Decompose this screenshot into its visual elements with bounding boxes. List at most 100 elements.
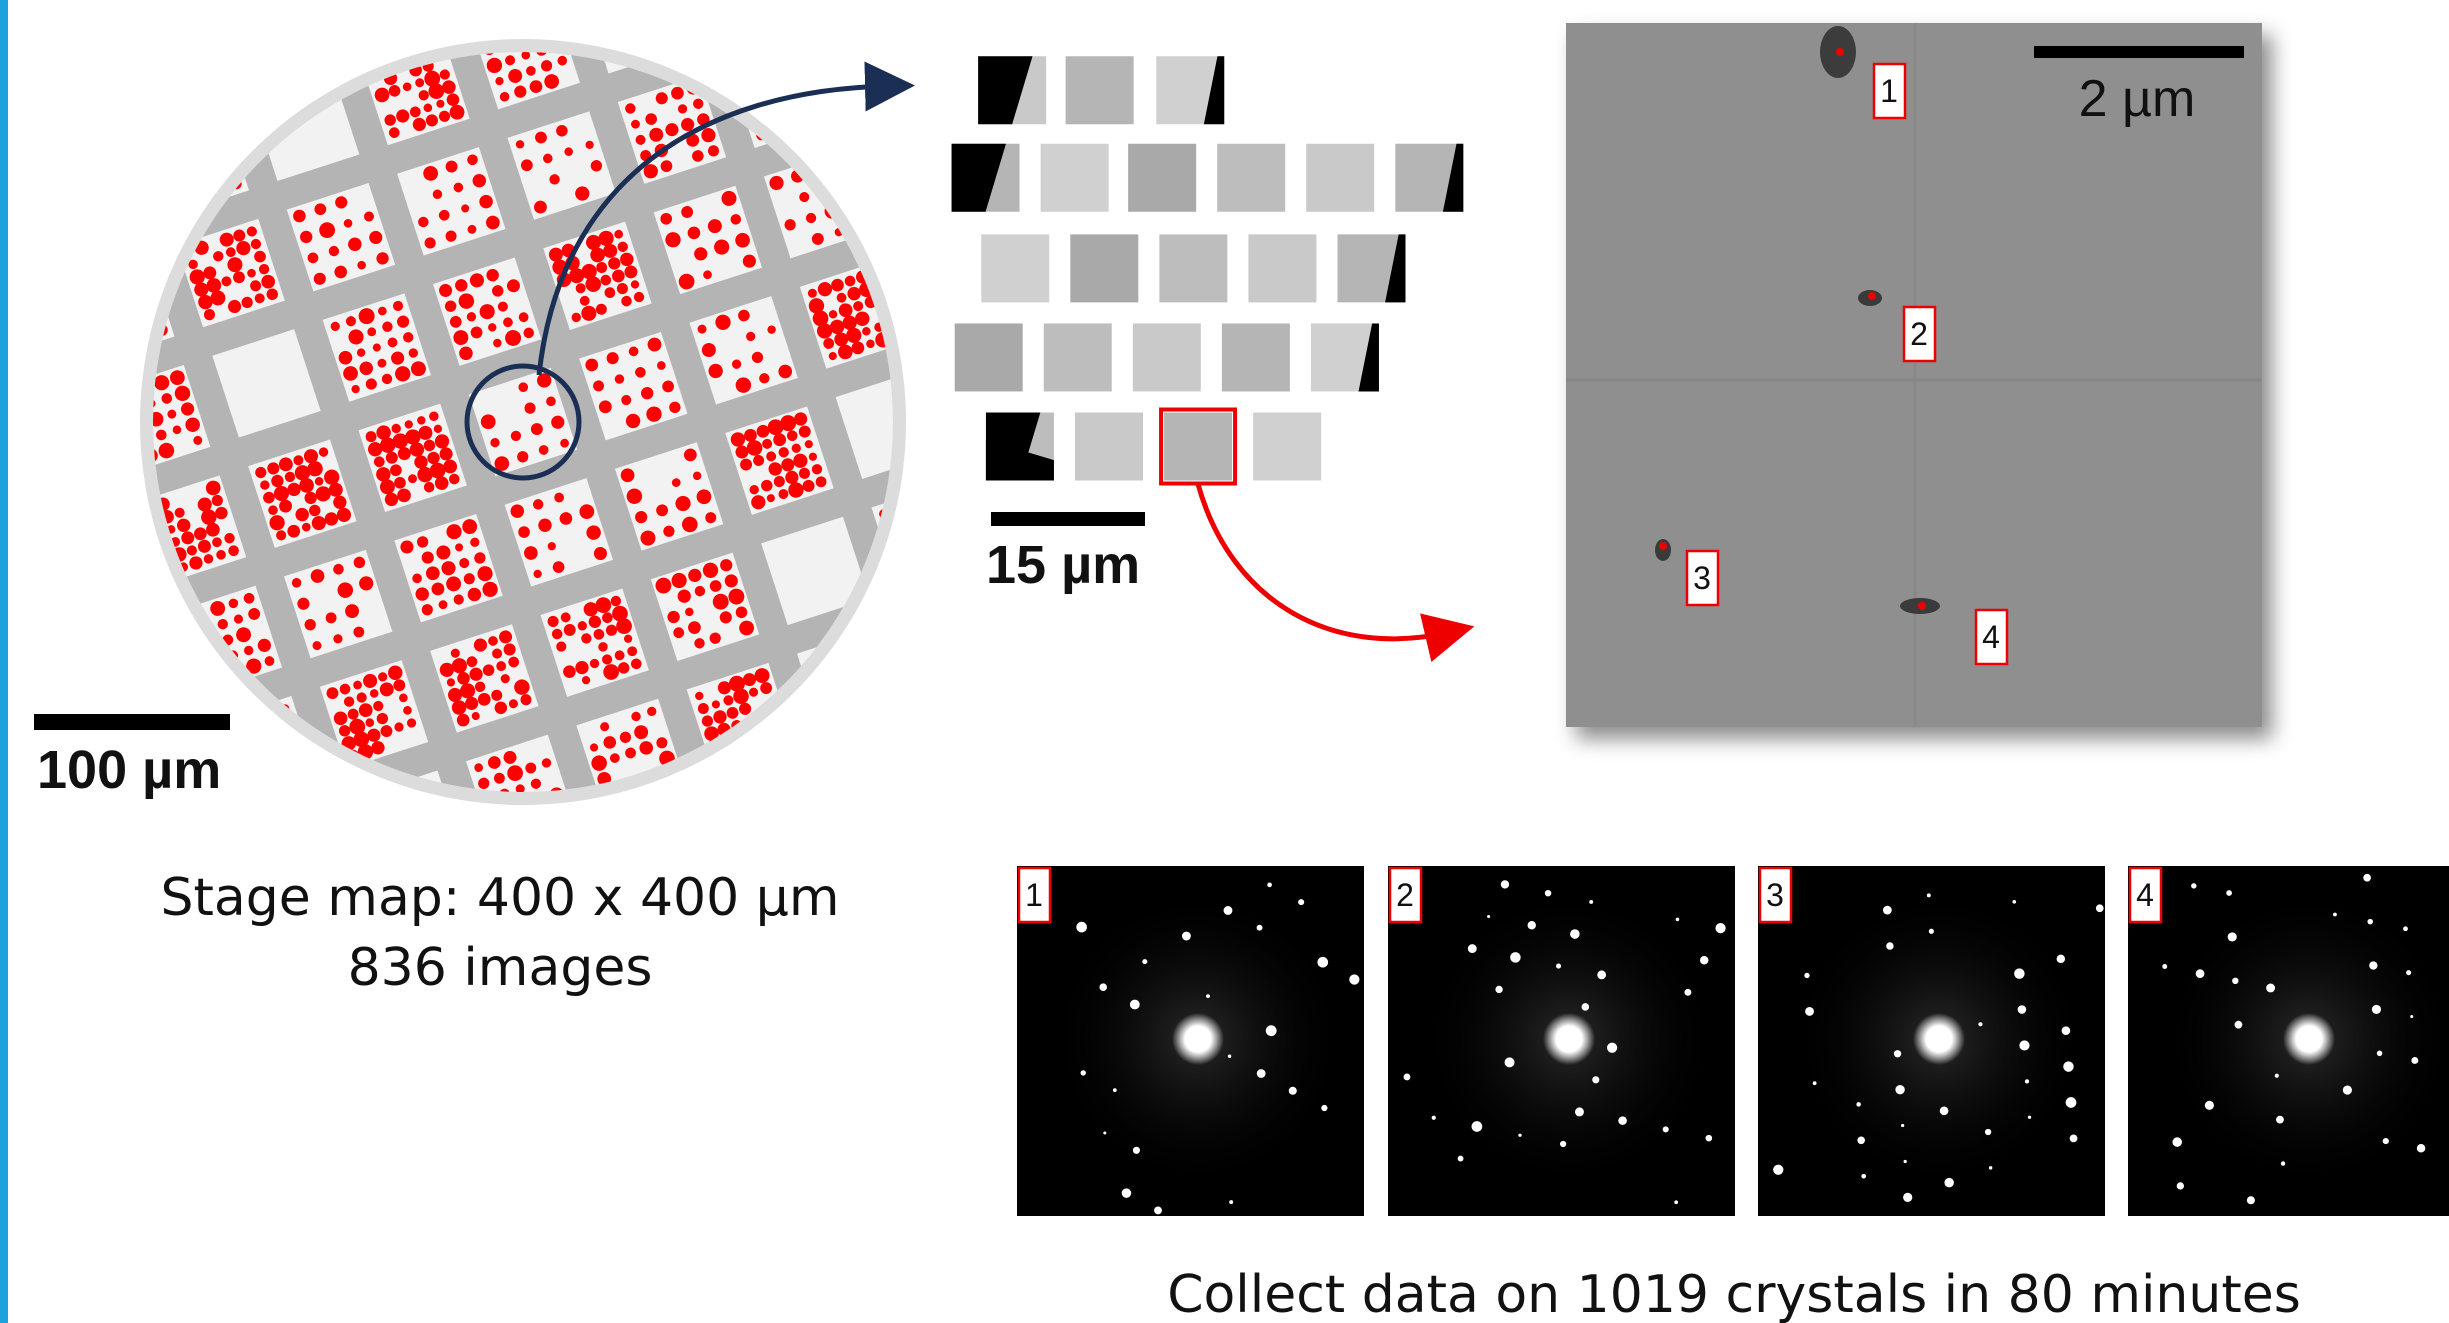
panel-label: 3 — [1766, 877, 1784, 913]
target-dot — [990, 854, 1002, 866]
reflection — [1607, 1043, 1617, 1053]
tile — [1222, 323, 1290, 391]
target-dot — [900, 900, 914, 914]
target-dot — [24, 834, 41, 851]
target-dot — [942, 869, 957, 884]
target-dot — [945, 675, 960, 690]
reflection — [1505, 1057, 1515, 1067]
target-dot — [22, 124, 33, 135]
target-dot — [78, 89, 94, 105]
target-dot — [690, 845, 706, 861]
target-dot — [476, 1018, 488, 1030]
target-dot — [83, 546, 95, 558]
target-dot — [294, 1130, 311, 1147]
target-dot — [1134, 799, 1154, 819]
reflection — [2018, 1005, 2027, 1014]
target-dot — [171, 1128, 188, 1145]
target-dot — [114, 332, 134, 352]
target-dot — [96, 641, 106, 651]
target-dot — [973, 628, 984, 639]
target-dot — [243, 976, 263, 996]
target-dot — [1157, 578, 1173, 594]
reflection — [1663, 1126, 1669, 1132]
target-dot — [603, 1010, 623, 1030]
target-dot — [244, 762, 262, 780]
target-dot — [294, 749, 307, 762]
target-dot — [945, 542, 957, 554]
target-dot — [1203, 591, 1219, 607]
target-dot — [328, 1069, 341, 1082]
target-dot — [1016, 15, 1031, 30]
target-dot — [1140, 814, 1156, 830]
target-dot — [730, 966, 745, 981]
target-dot — [919, 803, 939, 823]
target-dot — [1021, 0, 1036, 1]
target-dot — [130, 1048, 141, 1059]
target-dot — [1047, 112, 1064, 129]
target-dot — [407, 1097, 418, 1108]
target-dot — [1212, 643, 1225, 656]
crystal-label: 4 — [1982, 619, 2000, 655]
target-dot — [1075, 742, 1089, 756]
target-dot — [77, 525, 88, 536]
target-dot — [81, 100, 100, 119]
target-dot — [916, 496, 927, 507]
target-dot — [1113, 729, 1128, 744]
target-dot — [868, 62, 884, 78]
target-dot — [337, 1099, 354, 1116]
target-dot — [901, 539, 918, 556]
target-dot — [767, 783, 787, 803]
target-dot — [63, 418, 80, 435]
reflection — [1676, 918, 1680, 922]
target-dot — [1103, 702, 1121, 720]
target-dot — [399, 803, 410, 814]
target-dot — [178, 26, 198, 46]
target-dot — [111, 691, 123, 703]
reflection — [1773, 1165, 1783, 1175]
reflection — [2012, 900, 2016, 904]
target-dot — [34, 538, 46, 550]
target-dot — [79, 172, 90, 183]
reflection — [1224, 906, 1233, 915]
target-dot — [1097, 804, 1108, 815]
target-dot — [1127, 736, 1146, 755]
target-dot — [135, 57, 150, 72]
target-dot — [951, 605, 965, 619]
target-dot — [1092, 708, 1107, 723]
target-dot — [1061, 218, 1079, 236]
reflection — [2205, 1101, 2214, 1110]
target-dot — [895, 525, 914, 544]
target-dot — [770, 52, 786, 68]
target-dot — [163, 19, 181, 37]
grid-square — [838, 4, 946, 112]
target-dot — [176, 15, 193, 32]
target-dot — [18, 0, 33, 2]
target-dot — [1007, 850, 1018, 861]
reflection — [1076, 922, 1087, 933]
target-dot — [67, 218, 77, 228]
target-dot — [189, 122, 201, 134]
target-dot — [684, 829, 701, 846]
tile — [1041, 144, 1109, 212]
target-dot — [73, 961, 84, 972]
target-dot — [370, 1090, 383, 1103]
target-dot — [132, 258, 151, 277]
target-dot — [1044, 856, 1055, 867]
target-dot — [915, 627, 934, 646]
target-dot — [154, 1161, 172, 1179]
target-dot — [24, 462, 34, 472]
target-dot — [1108, 674, 1124, 690]
grid-square — [0, 34, 103, 142]
figure: 100 µm Stage map: 400 x 400 µm 836 image… — [0, 0, 2449, 1323]
target-dot — [755, 87, 768, 100]
target-dot — [82, 183, 96, 197]
target-dot — [876, 88, 891, 103]
reflection — [2063, 1061, 2073, 1071]
target-dot — [65, 50, 83, 68]
target-dot — [921, 140, 935, 154]
target-dot — [238, 1101, 255, 1118]
target-dot — [333, 979, 348, 994]
tile — [1164, 413, 1232, 481]
target-dot — [49, 965, 66, 982]
target-dot — [993, 491, 1009, 507]
